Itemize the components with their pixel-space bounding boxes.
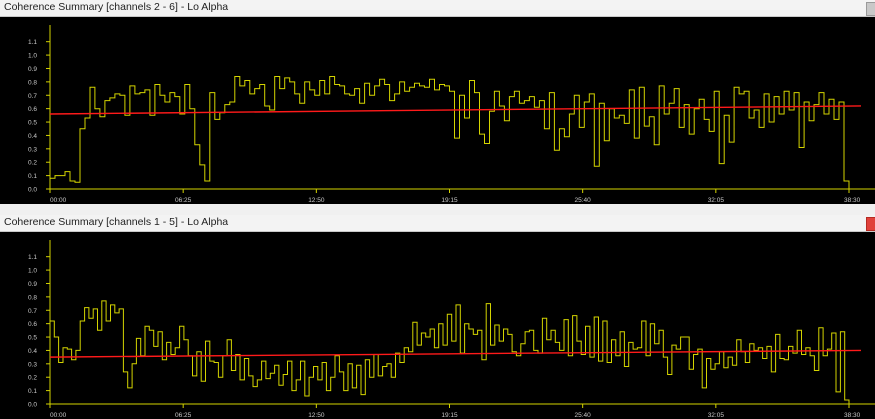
x-tick-label: 38:30: [844, 412, 861, 419]
y-tick-label: 0.5: [28, 120, 37, 127]
coherence-series-line: [50, 76, 850, 189]
trend-line: [49, 105, 862, 115]
coherence-chart-bottom: 0.0 0.1 0.2 0.3 0.4 0.5 0.6 0.7 0.8 0.9 1.0 1.1 00:0…: [28, 240, 875, 419]
x-tick-label: 06:25: [175, 197, 192, 204]
y-tick-label: 0.1: [28, 173, 37, 180]
x-tick-label: 32:05: [708, 197, 725, 204]
y-tick-label: 0.2: [28, 160, 37, 167]
trend-line: [49, 349, 862, 358]
y-tick-label: 1.0: [28, 268, 37, 275]
coherence-series-line: [50, 300, 850, 404]
x-tick-label: 00:00: [50, 197, 67, 204]
coherence-chart-top: 0.0 0.1 0.2 0.3 0.4 0.5 0.6 0.7 0.8 0.9 1.0 1.1 00:0…: [28, 25, 875, 204]
y-tick-label: 0.3: [28, 146, 37, 153]
y-tick-label: 0.2: [28, 375, 37, 382]
y-tick-label: 0.8: [28, 79, 37, 86]
y-tick-label: 0.9: [28, 281, 37, 288]
x-tick-label: 00:00: [50, 412, 67, 419]
x-tick-label: 25:40: [575, 197, 592, 204]
y-tick-label: 1.0: [28, 53, 37, 60]
x-tick-label: 06:25: [175, 412, 192, 419]
panel-titlebar[interactable]: Coherence Summary [channels 1 - 5] - Lo …: [0, 215, 875, 232]
x-tick-label: 12:50: [308, 197, 325, 204]
x-tick-label: 19:15: [441, 197, 458, 204]
y-tick-label: 0.6: [28, 321, 37, 328]
y-tick-label: 0.0: [28, 187, 37, 194]
y-tick-label: 0.5: [28, 335, 37, 342]
y-tick-label: 1.1: [28, 39, 37, 46]
close-icon[interactable]: [866, 217, 875, 231]
panel-titlebar[interactable]: Coherence Summary [channels 2 - 6] - Lo …: [0, 0, 875, 17]
y-tick-label: 0.7: [28, 93, 37, 100]
y-tick-label: 0.1: [28, 388, 37, 395]
x-tick-label: 19:15: [441, 412, 458, 419]
y-tick-label: 0.4: [28, 348, 37, 355]
coherence-panel-top: Coherence Summary [channels 2 - 6] - Lo …: [0, 0, 875, 204]
x-tick-label: 32:05: [708, 412, 725, 419]
y-tick-label: 0.7: [28, 308, 37, 315]
y-tick-label: 0.6: [28, 106, 37, 113]
x-tick-label: 25:40: [575, 412, 592, 419]
y-tick-label: 0.4: [28, 133, 37, 140]
x-tick-label: 38:30: [844, 197, 861, 204]
y-tick-label: 1.1: [28, 254, 37, 261]
y-tick-label: 0.0: [28, 402, 37, 409]
y-tick-label: 0.3: [28, 361, 37, 368]
coherence-panel-bottom: Coherence Summary [channels 1 - 5] - Lo …: [0, 215, 875, 419]
panel-title: Coherence Summary [channels 2 - 6] - Lo …: [4, 1, 229, 13]
x-tick-label: 12:50: [308, 412, 325, 419]
y-tick-label: 0.9: [28, 66, 37, 73]
y-tick-label: 0.8: [28, 294, 37, 301]
close-icon[interactable]: [866, 2, 875, 16]
panel-title: Coherence Summary [channels 1 - 5] - Lo …: [4, 216, 229, 228]
